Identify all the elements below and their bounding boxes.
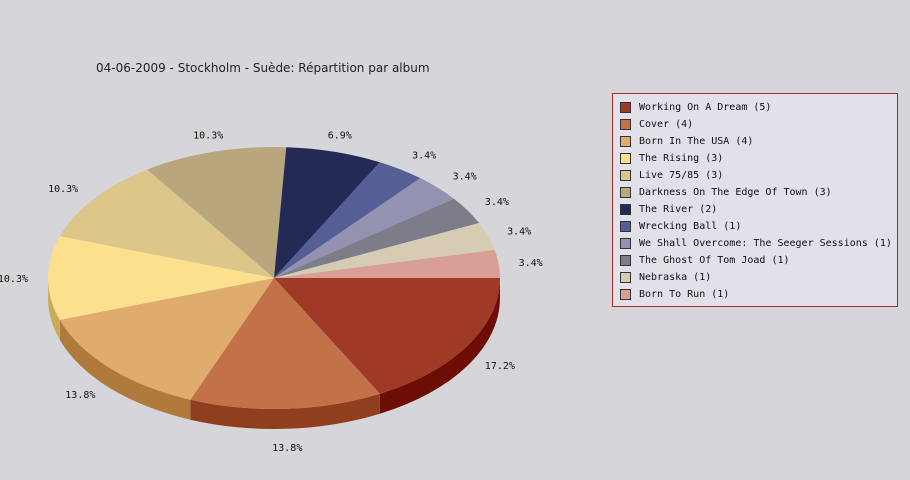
legend-label: Cover (4)	[639, 119, 694, 130]
legend-item: Wrecking Ball (1)	[620, 218, 897, 235]
legend-swatch	[620, 102, 631, 113]
pie-slice-3	[59, 278, 274, 400]
pie-slice-10	[274, 198, 480, 278]
legend-swatch	[620, 255, 631, 266]
pie-slice-12	[274, 249, 500, 278]
pie-slice-5	[59, 169, 274, 278]
legend-swatch	[620, 238, 631, 249]
pie-slice-9	[274, 178, 454, 278]
legend-label: Nebraska (1)	[639, 272, 712, 283]
legend-swatch	[620, 289, 631, 300]
chart-title: 04-06-2009 - Stockholm - Suède: Répartit…	[96, 61, 430, 75]
legend-item: Working On A Dream (5)	[620, 99, 897, 116]
legend-label: The Ghost Of Tom Joad (1)	[639, 255, 790, 266]
legend-swatch	[620, 204, 631, 215]
legend-label: Wrecking Ball (1)	[639, 221, 742, 232]
pie-slice-2	[190, 278, 380, 409]
pie-slice-side-3	[59, 319, 191, 420]
slice-percent-label-7: 6.9%	[328, 130, 352, 141]
legend-swatch	[620, 170, 631, 181]
legend-label: The River (2)	[639, 204, 718, 215]
legend-swatch	[620, 136, 631, 147]
legend-label: Born In The USA (4)	[639, 136, 754, 147]
pie-slice-7	[274, 147, 380, 278]
pie-slice-side-4	[48, 278, 60, 340]
legend-swatch	[620, 272, 631, 283]
legend-item: Nebraska (1)	[620, 269, 897, 286]
slice-percent-label-12: 3.4%	[519, 258, 543, 269]
legend-swatch	[620, 119, 631, 130]
pie-slice-4	[47, 236, 274, 320]
legend-item: Born In The USA (4)	[620, 133, 897, 150]
legend-item: The Ghost Of Tom Joad (1)	[620, 252, 897, 269]
slice-percent-label-3: 13.8%	[65, 390, 95, 401]
slice-percent-label-9: 3.4%	[453, 172, 477, 183]
pie-slice-6	[147, 147, 287, 278]
pie-slice-11	[274, 222, 495, 278]
legend-item: Cover (4)	[620, 116, 897, 133]
legend-swatch	[620, 221, 631, 232]
legend-label: Darkness On The Edge Of Town (3)	[639, 187, 832, 198]
legend-label: The Rising (3)	[639, 153, 724, 164]
pie-slice-side-2	[190, 393, 380, 429]
pie-slice-8	[274, 162, 421, 278]
pie-slice-1	[274, 278, 500, 394]
slice-percent-label-11: 3.4%	[507, 226, 531, 237]
slice-percent-label-4: 10.3%	[0, 274, 28, 285]
legend-item: We Shall Overcome: The Seeger Sessions (…	[620, 235, 897, 252]
slice-percent-label-10: 3.4%	[485, 197, 509, 208]
legend-swatch	[620, 153, 631, 164]
legend-item: Born To Run (1)	[620, 286, 897, 303]
legend-item: Darkness On The Edge Of Town (3)	[620, 184, 897, 201]
legend-item: Live 75/85 (3)	[620, 167, 897, 184]
legend-swatch	[620, 187, 631, 198]
legend: Working On A Dream (5) Cover (4) Born In T…	[612, 93, 898, 307]
legend-label: Born To Run (1)	[639, 289, 730, 300]
slice-percent-label-2: 13.8%	[272, 443, 302, 454]
slice-percent-label-8: 3.4%	[412, 151, 436, 162]
legend-label: Working On A Dream (5)	[639, 102, 772, 113]
pie-slice-side-1	[379, 278, 500, 414]
slice-percent-label-5: 10.3%	[48, 184, 78, 195]
legend-label: Live 75/85 (3)	[639, 170, 724, 181]
legend-item: The Rising (3)	[620, 150, 897, 167]
slice-percent-label-1: 17.2%	[485, 361, 515, 372]
slice-percent-label-6: 10.3%	[193, 130, 223, 141]
legend-label: We Shall Overcome: The Seeger Sessions (…	[639, 238, 892, 249]
legend-item: The River (2)	[620, 201, 897, 218]
